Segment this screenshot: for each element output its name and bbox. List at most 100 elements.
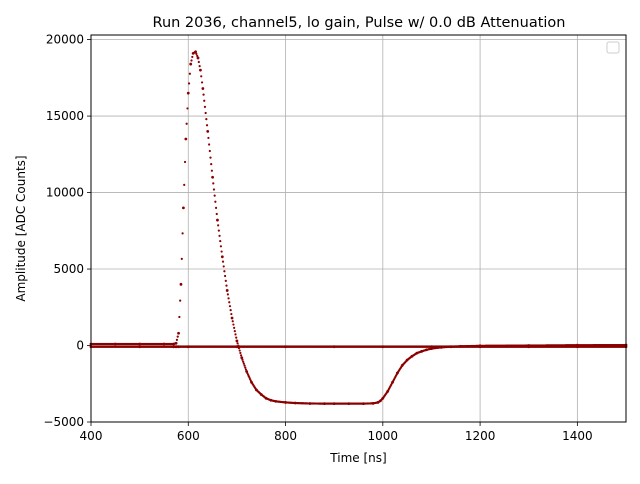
data-point bbox=[212, 182, 215, 185]
data-point bbox=[187, 82, 191, 85]
data-point bbox=[235, 336, 238, 339]
y-tick-label: −5000 bbox=[43, 415, 84, 429]
legend-box bbox=[606, 41, 620, 54]
data-point bbox=[244, 368, 248, 371]
data-point bbox=[185, 122, 188, 125]
data-point bbox=[215, 212, 218, 216]
data-point bbox=[243, 364, 246, 367]
x-axis-label: Time [ns] bbox=[329, 451, 386, 465]
chart-title: Run 2036, channel5, lo gain, Pulse w/ 0.… bbox=[153, 15, 566, 31]
x-tick-label: 800 bbox=[274, 429, 297, 443]
data-point bbox=[184, 137, 188, 141]
data-point bbox=[188, 72, 191, 75]
data-point bbox=[223, 270, 226, 273]
data-point bbox=[186, 91, 190, 95]
data-point bbox=[202, 93, 205, 96]
data-point bbox=[217, 224, 220, 227]
data-point bbox=[198, 65, 201, 68]
data-point bbox=[233, 326, 236, 329]
data-point bbox=[179, 299, 182, 302]
x-tick-label: 600 bbox=[177, 429, 200, 443]
data-point bbox=[194, 50, 197, 54]
data-point bbox=[224, 279, 227, 282]
data-point bbox=[228, 305, 232, 308]
data-point bbox=[217, 229, 220, 232]
data-point bbox=[207, 136, 210, 140]
data-point bbox=[182, 206, 185, 210]
data-layer bbox=[89, 50, 628, 406]
x-tick-label: 1000 bbox=[368, 429, 399, 443]
data-point bbox=[208, 143, 211, 146]
data-point bbox=[228, 301, 231, 304]
data-point bbox=[203, 105, 207, 108]
data-point bbox=[231, 320, 234, 323]
y-tick-label: 10000 bbox=[46, 186, 84, 200]
data-point bbox=[183, 183, 186, 187]
data-point bbox=[201, 87, 205, 90]
data-point bbox=[232, 323, 235, 326]
data-point bbox=[203, 99, 206, 102]
data-point bbox=[197, 60, 200, 64]
data-point bbox=[214, 206, 218, 209]
data-point bbox=[174, 341, 178, 345]
y-tick-label: 15000 bbox=[46, 109, 84, 123]
data-point bbox=[204, 111, 207, 115]
y-axis-label: Amplitude [ADC Counts] bbox=[14, 155, 28, 301]
data-point bbox=[200, 81, 204, 84]
data-point bbox=[229, 309, 232, 312]
data-point bbox=[191, 55, 194, 59]
data-point bbox=[240, 356, 244, 360]
plot-frame bbox=[90, 34, 627, 423]
data-series bbox=[89, 345, 628, 349]
data-point bbox=[221, 260, 225, 263]
data-point bbox=[236, 342, 239, 345]
data-point bbox=[239, 354, 243, 357]
data-point bbox=[238, 349, 241, 352]
data-point bbox=[196, 56, 200, 60]
ticks: 400 600 800 1000 1200 1400 −5000 0 5000 10000 1500… bbox=[43, 33, 592, 443]
data-point bbox=[211, 175, 214, 179]
data-point bbox=[219, 245, 223, 248]
data-point bbox=[230, 316, 234, 320]
y-tick-label: 20000 bbox=[46, 33, 84, 47]
data-point bbox=[176, 335, 179, 338]
data-point bbox=[210, 169, 213, 172]
data-point bbox=[210, 163, 213, 166]
data-point bbox=[241, 358, 244, 361]
data-point bbox=[179, 282, 183, 286]
y-tick-label: 0 bbox=[76, 339, 84, 353]
data-point bbox=[205, 118, 208, 121]
data-point bbox=[212, 188, 216, 191]
x-tick-label: 1200 bbox=[465, 429, 496, 443]
data-point bbox=[206, 129, 210, 133]
data-point bbox=[178, 315, 181, 319]
x-tick-label: 1400 bbox=[562, 429, 593, 443]
data-point bbox=[209, 156, 212, 159]
data-point bbox=[235, 339, 239, 343]
data-point bbox=[222, 265, 225, 268]
data-point bbox=[200, 75, 203, 78]
data-point bbox=[190, 59, 193, 62]
data-point bbox=[180, 257, 183, 260]
data-point bbox=[175, 338, 179, 342]
data-point bbox=[225, 289, 229, 292]
data-point bbox=[242, 360, 245, 363]
data-point bbox=[183, 160, 187, 164]
data-point bbox=[223, 274, 227, 278]
data-point bbox=[220, 255, 224, 259]
data-point bbox=[220, 250, 223, 253]
data-point bbox=[239, 351, 242, 355]
data-point bbox=[213, 194, 216, 197]
data-point bbox=[226, 293, 229, 296]
data-point bbox=[189, 62, 193, 66]
data-point bbox=[199, 68, 202, 72]
data-point bbox=[225, 284, 228, 287]
data-point bbox=[177, 331, 180, 335]
data-point bbox=[186, 107, 189, 110]
data-point bbox=[196, 54, 199, 58]
data-point bbox=[208, 149, 211, 153]
y-tick-label: 5000 bbox=[53, 262, 84, 276]
x-tick-label: 400 bbox=[80, 429, 103, 443]
